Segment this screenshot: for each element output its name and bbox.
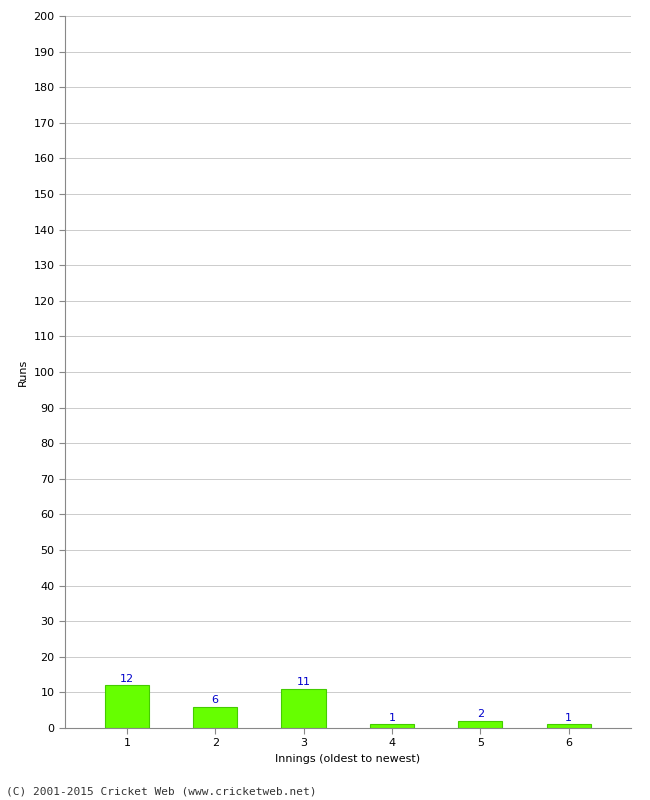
- Text: 2: 2: [476, 709, 484, 719]
- Bar: [547, 725, 591, 728]
- Bar: [193, 706, 237, 728]
- Y-axis label: Runs: Runs: [18, 358, 28, 386]
- Text: 6: 6: [212, 695, 218, 705]
- Bar: [458, 721, 502, 728]
- Text: 11: 11: [296, 677, 311, 687]
- Text: 12: 12: [120, 674, 134, 683]
- X-axis label: Innings (oldest to newest): Innings (oldest to newest): [275, 754, 421, 764]
- Text: 1: 1: [565, 713, 572, 722]
- Text: (C) 2001-2015 Cricket Web (www.cricketweb.net): (C) 2001-2015 Cricket Web (www.cricketwe…: [6, 786, 317, 796]
- Bar: [281, 689, 326, 728]
- Bar: [370, 725, 414, 728]
- Text: 1: 1: [389, 713, 395, 722]
- Bar: [105, 686, 149, 728]
